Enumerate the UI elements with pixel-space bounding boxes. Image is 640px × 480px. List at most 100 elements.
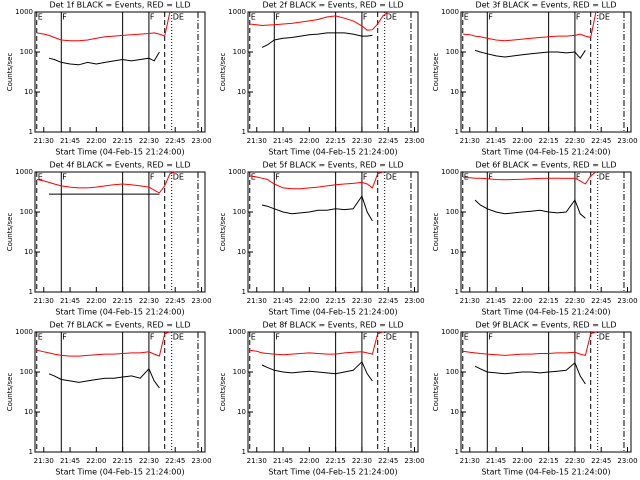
y-axis-label: Counts/sec [432, 213, 440, 252]
x-tick-label: 22:15 [326, 297, 346, 305]
y-tick-label: 1000 [228, 8, 246, 16]
x-tick-label: 23:00 [617, 297, 637, 305]
series-line [249, 171, 384, 190]
x-tick-label: 21:45 [486, 457, 506, 465]
event-label: DE [599, 13, 610, 22]
x-tick-label: 22:00 [512, 137, 532, 145]
x-tick-label: 21:30 [34, 457, 54, 465]
series-line [474, 361, 586, 385]
x-tick-label: 22:00 [86, 137, 106, 145]
y-tick-label: 10 [24, 248, 33, 256]
event-label: F [576, 333, 581, 342]
x-tick-label: 22:00 [86, 457, 106, 465]
plot-frame [460, 331, 632, 453]
x-tick-label: 23:00 [404, 297, 424, 305]
y-tick-label: 1 [242, 128, 246, 136]
series-line [261, 32, 373, 48]
y-tick-label: 1000 [441, 328, 459, 336]
series-line [36, 11, 171, 42]
event-label: DE [173, 13, 184, 22]
event-label: F [363, 13, 368, 22]
x-tick-label: 21:30 [460, 297, 480, 305]
x-tick-label: 22:00 [299, 457, 319, 465]
chart-title: Det 7f BLACK = Events, RED = LLD [49, 321, 190, 330]
x-tick-label: 21:30 [460, 137, 480, 145]
y-tick-label: 10 [450, 88, 459, 96]
x-tick-label: 22:00 [299, 297, 319, 305]
plot-frame [460, 11, 632, 133]
x-tick-label: 22:30 [352, 457, 372, 465]
y-axis-label: Counts/sec [6, 213, 14, 252]
y-axis-label: Counts/sec [432, 373, 440, 412]
x-axis-label: Start Time (04-Feb-15 21:24:00) [55, 148, 184, 157]
y-tick-label: 1000 [441, 168, 459, 176]
x-tick-label: 22:15 [326, 137, 346, 145]
x-tick-label: 22:15 [113, 457, 133, 465]
chart-title: Det 9f BLACK = Events, RED = LLD [475, 321, 616, 330]
x-axis-label: Start Time (04-Feb-15 21:24:00) [268, 468, 397, 477]
series-line [474, 198, 586, 219]
x-axis-label: Start Time (04-Feb-15 21:24:00) [268, 148, 397, 157]
y-tick-label: 100 [233, 48, 246, 56]
series-line [261, 360, 373, 382]
x-tick-label: 21:45 [486, 137, 506, 145]
y-axis-label: Counts/sec [6, 53, 14, 92]
x-axis-label: Start Time (04-Feb-15 21:24:00) [55, 308, 184, 317]
series-line [462, 171, 597, 185]
x-tick-label: 22:45 [378, 457, 398, 465]
panel: Det 4f BLACK = Events, RED = LLD Start Ti… [6, 161, 212, 317]
y-tick-label: 10 [237, 88, 246, 96]
event-label: E [464, 13, 469, 22]
y-tick-label: 1000 [228, 168, 246, 176]
x-axis-label: Start Time (04-Feb-15 21:24:00) [481, 468, 610, 477]
x-tick-label: 22:45 [165, 297, 185, 305]
x-tick-label: 22:30 [139, 137, 159, 145]
event-label: F [363, 333, 368, 342]
x-tick-label: 22:45 [165, 137, 185, 145]
series-line [474, 49, 586, 60]
x-tick-label: 23:00 [617, 137, 637, 145]
y-tick-label: 100 [20, 208, 33, 216]
x-tick-label: 22:15 [113, 297, 133, 305]
x-tick-label: 22:30 [352, 137, 372, 145]
y-axis-label: Counts/sec [432, 53, 440, 92]
event-label: DE [386, 173, 397, 182]
x-tick-label: 21:30 [460, 457, 480, 465]
x-tick-label: 22:30 [565, 457, 585, 465]
x-tick-label: 22:30 [565, 137, 585, 145]
series-line [48, 51, 160, 66]
panel: Det 2f BLACK = Events, RED = LLD Start Ti… [219, 1, 425, 157]
plot-frame [247, 11, 419, 133]
event-label: E [251, 13, 256, 22]
y-axis-label: Counts/sec [219, 213, 227, 252]
y-tick-label: 10 [237, 408, 246, 416]
y-tick-label: 1000 [15, 168, 33, 176]
x-tick-label: 21:30 [247, 457, 267, 465]
event-label: DE [386, 333, 397, 342]
x-tick-label: 21:45 [273, 137, 293, 145]
x-axis-label: Start Time (04-Feb-15 21:24:00) [481, 308, 610, 317]
plot-frame [247, 331, 419, 453]
x-tick-label: 22:30 [565, 297, 585, 305]
y-axis-label: Counts/sec [6, 373, 14, 412]
x-tick-label: 23:00 [191, 297, 211, 305]
x-tick-label: 21:45 [486, 297, 506, 305]
x-tick-label: 23:00 [404, 457, 424, 465]
x-tick-label: 22:45 [378, 137, 398, 145]
y-tick-label: 10 [450, 408, 459, 416]
plot-frame [34, 331, 206, 453]
y-tick-label: 1 [29, 288, 33, 296]
chart-title: Det 3f BLACK = Events, RED = LLD [475, 1, 616, 10]
x-tick-label: 22:45 [591, 457, 611, 465]
chart-title: Det 8f BLACK = Events, RED = LLD [262, 321, 403, 330]
x-tick-label: 22:15 [539, 297, 559, 305]
x-tick-label: 21:30 [247, 137, 267, 145]
event-label: E [251, 173, 256, 182]
event-label: F [62, 173, 67, 182]
event-label: E [464, 333, 469, 342]
panel: Det 5f BLACK = Events, RED = LLD Start Ti… [219, 161, 425, 317]
event-label: DE [599, 333, 610, 342]
x-tick-label: 22:15 [113, 137, 133, 145]
y-tick-label: 1000 [228, 328, 246, 336]
